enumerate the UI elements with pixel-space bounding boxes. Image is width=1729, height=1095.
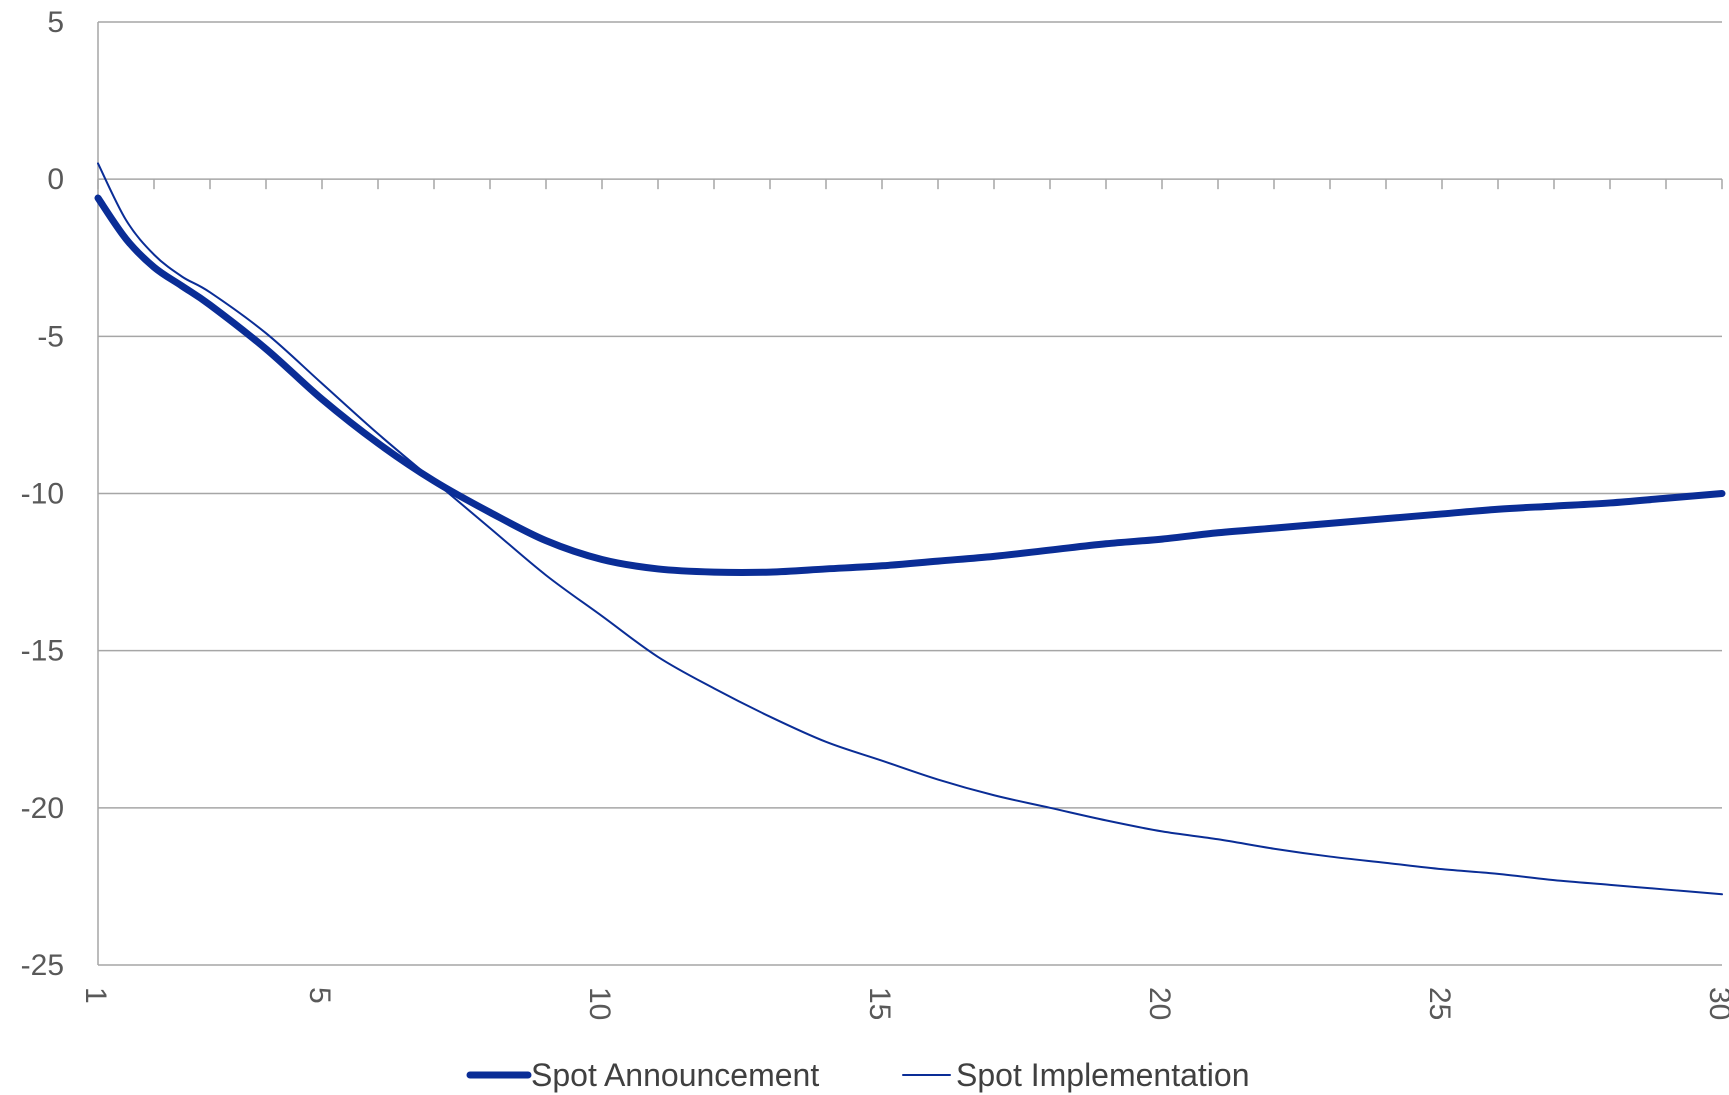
series-lines xyxy=(94,162,1726,896)
y-tick-label: -10 xyxy=(21,478,64,511)
y-tick-label: 0 xyxy=(47,163,64,196)
legend: Spot Announcement Spot Implementation xyxy=(466,1057,1250,1093)
y-axis-tick-labels: 5 0 -5 -10 -15 -20 -25 xyxy=(21,6,64,982)
x-tick-label: 10 xyxy=(583,987,616,1020)
y-tick-label: -15 xyxy=(21,635,64,668)
y-tick-label: -5 xyxy=(37,320,64,353)
x-tick-label: 5 xyxy=(303,987,336,1004)
series-line-spot-implementation xyxy=(97,162,1723,896)
legend-label-spot-implementation: Spot Implementation xyxy=(956,1057,1250,1093)
gridlines xyxy=(98,21,1722,809)
y-tick-label: 5 xyxy=(47,6,64,39)
y-tick-label: -25 xyxy=(21,949,64,982)
legend-label-spot-announcement: Spot Announcement xyxy=(531,1057,819,1093)
axes xyxy=(97,22,1723,966)
series-line-spot-announcement xyxy=(94,194,1726,576)
y-tick-label: -20 xyxy=(21,792,64,825)
x-tick-label: 15 xyxy=(863,987,896,1020)
x-tick-label: 20 xyxy=(1143,987,1176,1020)
x-tick-label: 30 xyxy=(1703,987,1729,1020)
x-tick-label: 25 xyxy=(1423,987,1456,1020)
x-tick-label: 1 xyxy=(79,987,112,1004)
x-axis-tick-labels: 1 5 10 15 20 25 30 xyxy=(79,987,1729,1020)
